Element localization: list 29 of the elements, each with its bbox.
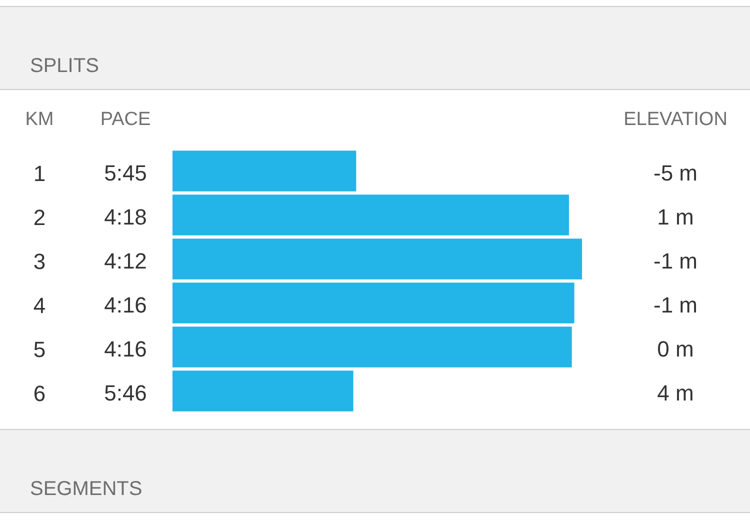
text: 4:18 — [104, 204, 147, 230]
text: SEGMENTS — [30, 478, 142, 500]
text: 1 m — [657, 204, 694, 230]
bar — [172, 150, 356, 192]
text: 0 m — [657, 336, 694, 362]
bar — [172, 238, 582, 280]
chart-title: SPLITS — [30, 55, 99, 77]
text: -1 m — [654, 292, 698, 318]
y-tick-label: 5 — [33, 337, 46, 362]
bar — [172, 194, 569, 236]
bar — [172, 370, 354, 412]
text: 4:16 — [104, 336, 147, 362]
y-axis-title: KM — [25, 109, 54, 130]
x-axis-title: PACE — [100, 109, 151, 130]
y-tick-label: 6 — [33, 381, 46, 406]
text: -5 m — [654, 160, 698, 186]
bar — [172, 282, 574, 324]
y2-axis-title: ELEVATION — [624, 109, 728, 130]
bar — [172, 326, 572, 368]
y-tick-label: 4 — [33, 293, 46, 318]
text: -1 m — [654, 248, 698, 274]
y-tick-label: 3 — [33, 249, 46, 274]
text: 4:16 — [104, 292, 147, 318]
y-tick-label: 2 — [33, 205, 46, 230]
text: 4 m — [657, 380, 694, 406]
text: 4:12 — [104, 248, 147, 274]
text: 5:45 — [104, 160, 147, 186]
text: 5:46 — [104, 380, 147, 406]
y-tick-label: 1 — [33, 161, 46, 186]
